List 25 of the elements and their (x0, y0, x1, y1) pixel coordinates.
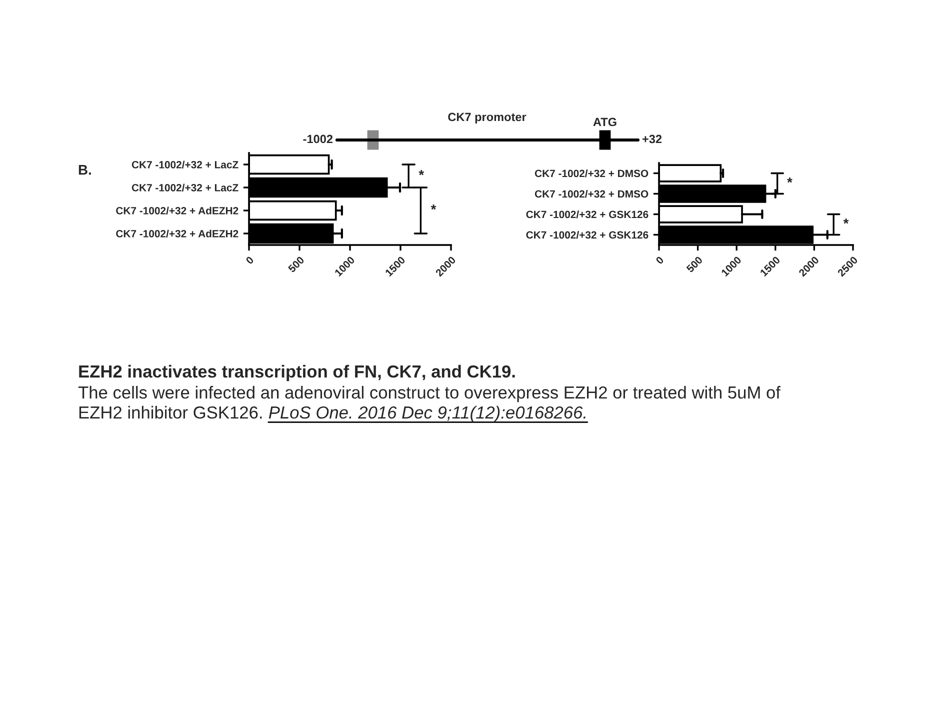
y-tick-label: CK7 -1002/+32 + GSK126 (526, 230, 648, 239)
text: +32 (642, 134, 662, 144)
y-tick-label: CK7 -1002/+32 + AdEZH2 (116, 230, 238, 238)
annotation: * (843, 218, 849, 224)
x-tick-label: 500 (288, 256, 305, 273)
text: PLoS One. 2016 Dec 9;11(12):e0168266. (268, 406, 586, 422)
y-tick-label: CK7 -1002/+32 + LacZ (132, 160, 238, 168)
y-tick-label: CK7 -1002/+32 + DMSO (534, 190, 648, 198)
annotation: * (418, 170, 424, 176)
x-tick-label: 0 (245, 256, 254, 265)
x-tick-label: 500 (686, 256, 703, 273)
text: B. (78, 165, 91, 175)
text: EZH2 inactivates transcription of FN, CK7, and CK19. (79, 364, 515, 382)
y-tick-label: CK7 -1002/+32 + GSK126 (526, 210, 648, 218)
text: -1002 (303, 134, 333, 144)
text: CK7 promoter (448, 112, 526, 124)
y-tick-label: CK7 -1002/+32 + LacZ (132, 184, 238, 192)
text: The cells were infected an adenoviral construct to overexpress EZH2 or treated with 5uM of (78, 386, 781, 402)
x-tick-label: 0 (655, 256, 664, 265)
annotation: * (430, 204, 436, 210)
text: ATG (593, 118, 616, 126)
text: EZH2 inhibitor GSK126. (79, 406, 262, 419)
annotation: * (787, 178, 792, 183)
y-tick-label: CK7 -1002/+32 + DMSO (534, 169, 648, 178)
y-tick-label: CK7 -1002/+32 + AdEZH2 (116, 206, 238, 214)
